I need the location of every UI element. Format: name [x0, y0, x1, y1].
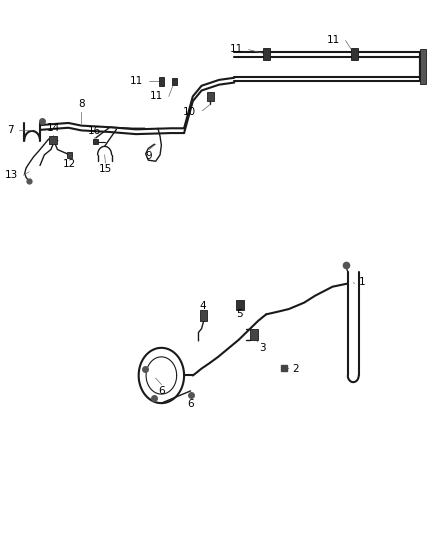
Bar — [67, 152, 72, 158]
Text: 14: 14 — [46, 123, 60, 133]
Text: 5: 5 — [237, 309, 243, 319]
Text: 3: 3 — [259, 343, 266, 353]
Bar — [49, 136, 57, 144]
Text: 11: 11 — [150, 91, 163, 101]
Text: 9: 9 — [146, 151, 152, 160]
Bar — [93, 139, 99, 144]
Text: 11: 11 — [130, 77, 143, 86]
Text: 11: 11 — [327, 35, 340, 44]
Text: 11: 11 — [230, 44, 243, 53]
Text: 7: 7 — [7, 125, 14, 135]
Text: 1: 1 — [359, 278, 365, 287]
Text: 8: 8 — [78, 99, 85, 109]
Text: 10: 10 — [183, 107, 196, 117]
Bar — [263, 49, 270, 60]
Text: 16: 16 — [88, 126, 101, 136]
Text: 4: 4 — [199, 301, 206, 311]
Text: 12: 12 — [63, 159, 76, 169]
Text: 6: 6 — [187, 399, 194, 409]
Bar — [420, 49, 426, 84]
Bar — [159, 77, 164, 86]
Text: 6: 6 — [158, 386, 165, 396]
Text: 15: 15 — [99, 165, 112, 174]
Bar — [207, 92, 214, 101]
Text: 13: 13 — [5, 170, 18, 180]
Bar — [200, 310, 207, 321]
Bar — [351, 49, 358, 60]
Bar — [236, 300, 244, 310]
Text: 2: 2 — [292, 364, 299, 374]
Bar — [172, 78, 177, 85]
Bar — [250, 329, 258, 341]
